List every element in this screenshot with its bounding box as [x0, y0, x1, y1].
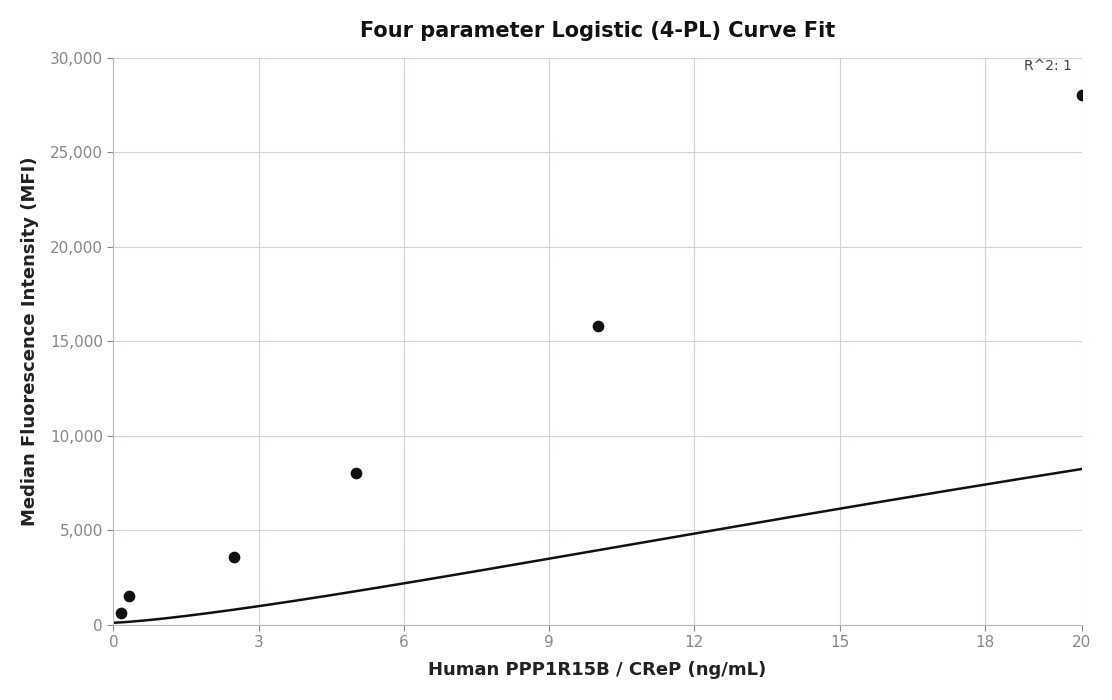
- Point: [112, 608, 130, 619]
- Text: R^2: 1: R^2: 1: [1024, 59, 1072, 73]
- Title: Four parameter Logistic (4-PL) Curve Fit: Four parameter Logistic (4-PL) Curve Fit: [360, 21, 835, 41]
- X-axis label: Human PPP1R15B / CReP (ng/mL): Human PPP1R15B / CReP (ng/mL): [428, 662, 766, 679]
- Y-axis label: Median Fluorescence Intensity (MFI): Median Fluorescence Intensity (MFI): [21, 156, 39, 526]
- Point: [1073, 90, 1091, 101]
- Point: [347, 468, 365, 479]
- Point: [226, 551, 244, 562]
- Point: [588, 321, 606, 332]
- Point: [120, 591, 138, 602]
